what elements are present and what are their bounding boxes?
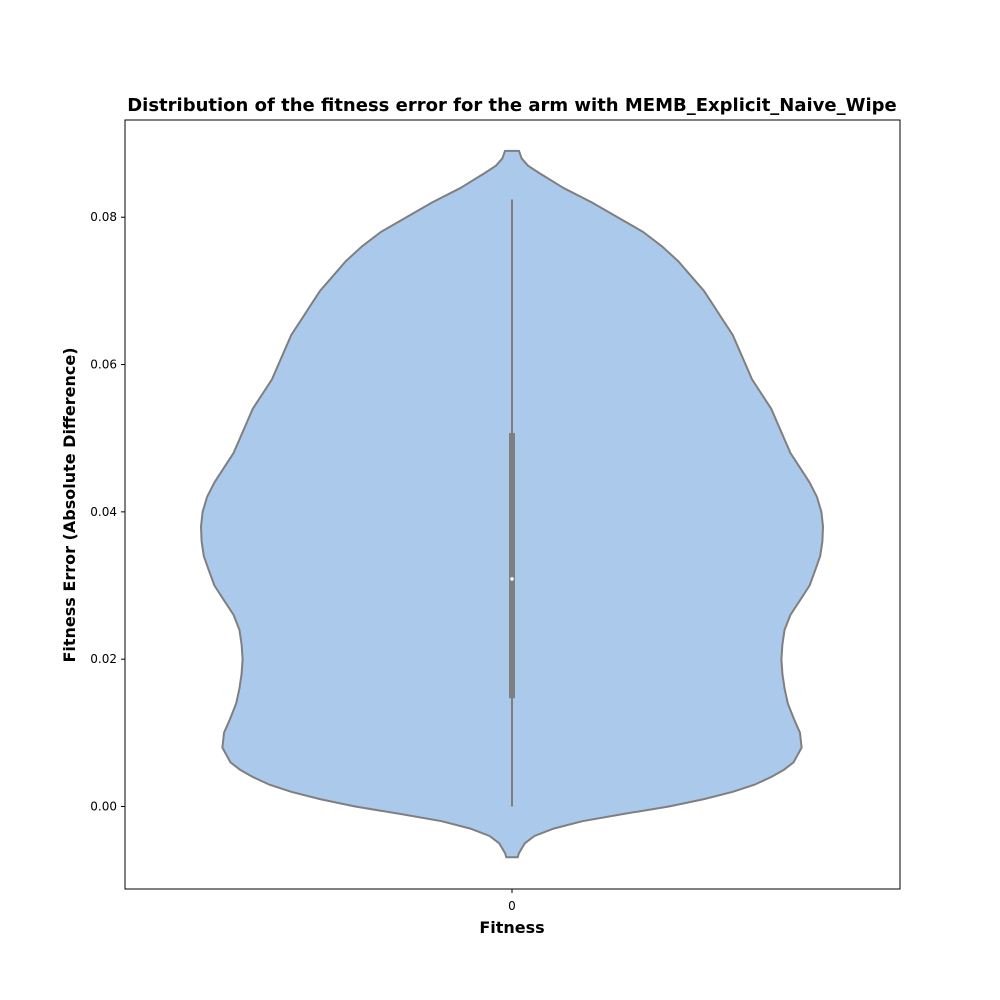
x-axis-label: Fitness xyxy=(479,918,544,937)
y-tick-label: 0.06 xyxy=(90,358,117,372)
chart-title: Distribution of the fitness error for th… xyxy=(127,95,897,116)
y-axis: 0.00 0.02 0.04 0.06 0.08 xyxy=(90,210,125,814)
plot-area xyxy=(200,149,824,859)
x-tick-label: 0 xyxy=(508,899,516,913)
x-axis: 0 xyxy=(508,889,516,913)
y-tick-label: 0.02 xyxy=(90,652,117,666)
y-tick-label: 0.00 xyxy=(90,800,117,814)
y-axis-label: Fitness Error (Absolute Difference) xyxy=(60,347,79,662)
median-marker xyxy=(510,577,514,581)
box-iqr xyxy=(509,433,515,699)
y-tick-label: 0.08 xyxy=(90,210,117,224)
y-tick-label: 0.04 xyxy=(90,505,117,519)
